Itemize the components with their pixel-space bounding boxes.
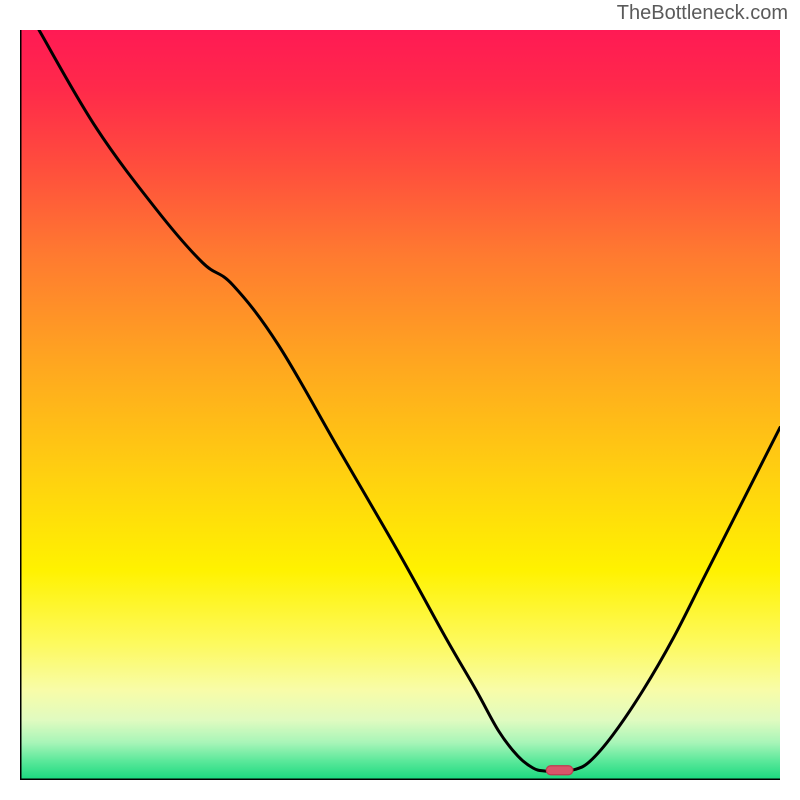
chart-svg — [20, 30, 780, 780]
optimal-marker — [546, 766, 573, 775]
bottleneck-chart — [20, 30, 780, 780]
chart-background — [20, 30, 780, 780]
watermark-text: TheBottleneck.com — [617, 2, 788, 25]
